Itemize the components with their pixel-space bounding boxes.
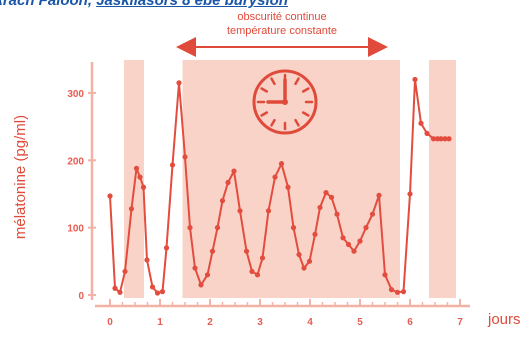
data-point	[334, 211, 340, 217]
data-point	[204, 272, 211, 278]
data-point	[214, 225, 221, 231]
y-tick-label: 100	[67, 224, 84, 235]
header-link[interactable]: Jaskilasors 8 ebe burysion	[96, 0, 288, 9]
data-point	[192, 265, 198, 271]
data-point	[418, 120, 424, 126]
data-point	[133, 165, 140, 171]
data-point	[285, 184, 291, 190]
data-point	[312, 231, 318, 237]
data-point	[412, 76, 418, 83]
clock-tick	[270, 118, 276, 127]
data-point	[259, 255, 266, 261]
data-point	[400, 289, 407, 295]
data-point	[137, 174, 143, 180]
data-point	[340, 235, 346, 241]
clock-tick	[301, 87, 310, 93]
page-header: Arach Faloon, Jaskilasors 8 ebe burysion	[0, 0, 288, 9]
data-point	[442, 136, 448, 142]
data-point	[237, 208, 243, 214]
x-tick-label: 6	[407, 317, 413, 328]
data-point	[376, 192, 382, 198]
shaded-band-1	[182, 60, 400, 298]
data-point	[301, 265, 307, 271]
data-point	[231, 168, 237, 174]
clock-icon	[252, 69, 318, 135]
axes: 0 100 200 300 0 1 2 3 4 5 6 7	[67, 62, 470, 328]
data-point	[140, 184, 147, 190]
data-point	[254, 272, 261, 278]
data-point	[163, 245, 170, 251]
series	[107, 76, 452, 296]
clock-face	[252, 69, 318, 135]
data-point	[144, 257, 150, 263]
data-point	[446, 136, 452, 142]
shaded-bands	[124, 60, 456, 298]
data-point	[278, 161, 285, 167]
data-point	[182, 154, 188, 160]
data-point	[265, 208, 272, 214]
data-point	[176, 80, 182, 86]
clock-tick	[301, 111, 310, 117]
data-point	[328, 194, 335, 200]
clock-tick	[294, 77, 300, 86]
y-tick-label: 200	[67, 156, 84, 167]
data-point	[122, 268, 128, 275]
data-point	[407, 191, 413, 197]
data-point	[117, 289, 123, 295]
clock-center	[282, 99, 288, 105]
data-point	[369, 211, 376, 217]
header-name: Arach Faloon,	[0, 0, 93, 9]
shaded-band-2	[429, 60, 456, 298]
data-point	[382, 272, 388, 278]
clock-tick	[260, 87, 269, 93]
data-point	[306, 258, 313, 264]
data-point	[424, 130, 430, 136]
data-point	[272, 174, 278, 180]
data-point	[225, 179, 231, 186]
data-point	[187, 225, 193, 231]
data-point	[296, 251, 302, 258]
data-point	[112, 285, 118, 291]
data-point	[169, 162, 176, 168]
y-tick-label: 300	[67, 89, 84, 100]
x-tick-label: 1	[157, 317, 163, 328]
data-point	[388, 287, 395, 293]
data-point	[290, 225, 297, 231]
x-axis-label: jours	[487, 311, 521, 328]
data-point	[159, 289, 166, 295]
data-point	[154, 290, 161, 296]
clock-tick	[294, 118, 300, 127]
data-point	[345, 241, 352, 248]
data-point	[317, 204, 323, 211]
annotation-line-1: obscurité continue	[237, 11, 326, 23]
data-point	[219, 198, 226, 204]
data-point	[363, 225, 369, 231]
data-point	[351, 248, 357, 254]
x-tick-label: 7	[457, 317, 463, 328]
data-point	[107, 193, 113, 199]
data-point	[128, 206, 135, 212]
x-tick-label: 2	[207, 317, 213, 328]
clock-tick	[260, 111, 269, 117]
x-tick-label: 3	[257, 317, 263, 328]
x-tick-label: 4	[307, 317, 313, 328]
x-tick-label: 5	[357, 317, 363, 328]
data-point	[149, 284, 156, 290]
y-tick-label: 0	[78, 291, 84, 302]
annotation-line-2: température constante	[227, 25, 337, 37]
y-axis-label: mélatonine (pg/ml)	[12, 115, 29, 239]
data-point	[438, 136, 444, 142]
data-point	[323, 190, 329, 196]
x-tick-label: 0	[107, 317, 113, 328]
data-point	[249, 268, 255, 275]
data-point	[394, 289, 401, 295]
data-point	[430, 136, 437, 142]
data-point	[209, 248, 216, 254]
data-point	[198, 282, 204, 288]
data-point	[243, 248, 250, 254]
data-point	[357, 238, 363, 244]
clock-tick	[270, 77, 276, 86]
annotation: obscurité continue température constante	[176, 11, 388, 57]
